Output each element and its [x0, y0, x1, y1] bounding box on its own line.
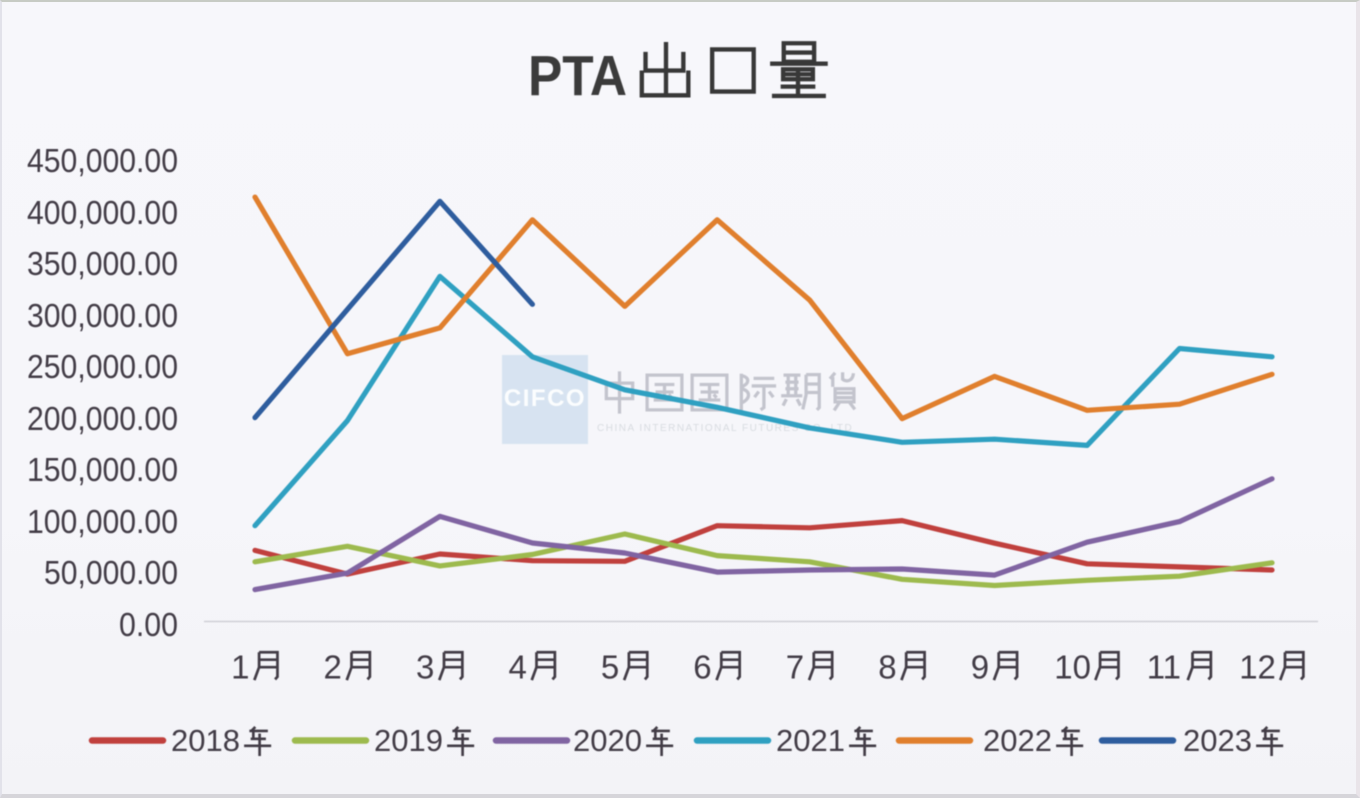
svg-text:3: 3: [416, 649, 434, 686]
svg-text:6: 6: [693, 649, 711, 686]
svg-text:2022: 2022: [983, 723, 1052, 758]
svg-text:0.00: 0.00: [119, 606, 178, 643]
svg-text:300,000.00: 300,000.00: [27, 297, 178, 334]
svg-text:7: 7: [786, 649, 804, 686]
svg-text:11: 11: [1147, 649, 1181, 686]
svg-text:400,000.00: 400,000.00: [27, 194, 178, 231]
svg-text:2021: 2021: [776, 723, 845, 758]
svg-text:CIFCO: CIFCO: [504, 385, 586, 412]
svg-text:2023: 2023: [1183, 723, 1252, 758]
svg-text:200,000.00: 200,000.00: [27, 400, 178, 437]
svg-text:250,000.00: 250,000.00: [27, 348, 178, 385]
svg-text:5: 5: [601, 649, 619, 686]
svg-text:10: 10: [1054, 649, 1091, 686]
svg-text:350,000.00: 350,000.00: [27, 245, 178, 282]
svg-text:100,000.00: 100,000.00: [27, 503, 178, 540]
svg-text:450,000.00: 450,000.00: [27, 142, 178, 179]
svg-text:2020: 2020: [573, 723, 642, 758]
svg-text:1: 1: [231, 649, 249, 686]
svg-text:150,000.00: 150,000.00: [27, 451, 178, 488]
svg-text:50,000.00: 50,000.00: [44, 554, 178, 591]
svg-text:CHINA INTERNATIONAL FUTURES CO: CHINA INTERNATIONAL FUTURES CO.,LTD: [597, 423, 853, 434]
svg-text:4: 4: [509, 649, 527, 686]
svg-text:12: 12: [1239, 649, 1276, 686]
svg-text:2018: 2018: [171, 723, 240, 758]
svg-text:9: 9: [971, 649, 989, 686]
svg-text:PTA: PTA: [528, 44, 627, 108]
svg-text:8: 8: [878, 649, 896, 686]
svg-text:2: 2: [324, 649, 342, 686]
svg-text:2019: 2019: [374, 723, 443, 758]
